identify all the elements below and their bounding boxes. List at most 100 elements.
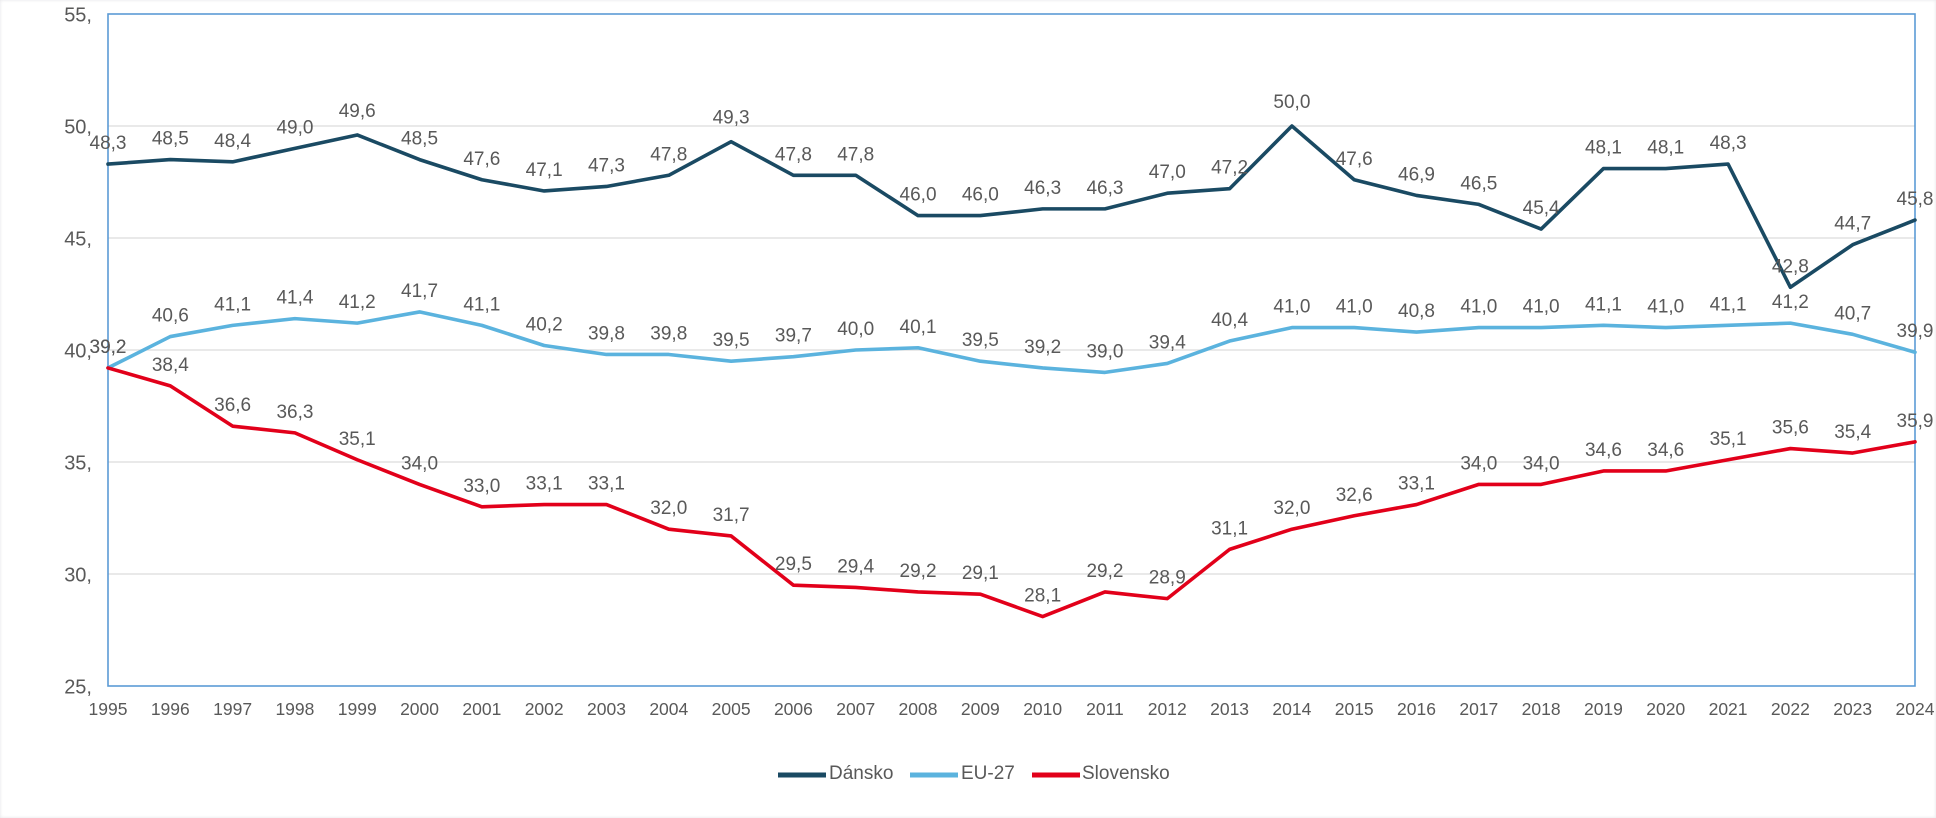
svg-text:2000: 2000: [400, 699, 439, 719]
svg-text:2017: 2017: [1459, 699, 1498, 719]
svg-text:40,1: 40,1: [900, 317, 937, 338]
svg-text:39,8: 39,8: [588, 323, 625, 344]
svg-text:41,0: 41,0: [1460, 297, 1497, 318]
svg-text:48,4: 48,4: [214, 131, 251, 152]
svg-text:2009: 2009: [961, 699, 1000, 719]
svg-text:36,3: 36,3: [276, 402, 313, 423]
svg-text:47,3: 47,3: [588, 155, 625, 176]
svg-text:39,0: 39,0: [1086, 341, 1123, 362]
svg-text:2015: 2015: [1335, 699, 1374, 719]
svg-text:39,9: 39,9: [1897, 321, 1934, 342]
svg-text:42,8: 42,8: [1772, 256, 1809, 277]
svg-text:2021: 2021: [1709, 699, 1748, 719]
svg-text:30,: 30,: [64, 565, 92, 587]
svg-text:49,3: 49,3: [713, 108, 750, 129]
svg-text:46,9: 46,9: [1398, 164, 1435, 185]
svg-text:1997: 1997: [213, 699, 252, 719]
svg-text:32,0: 32,0: [650, 498, 687, 519]
svg-text:39,2: 39,2: [90, 337, 127, 358]
svg-text:41,1: 41,1: [1710, 294, 1747, 315]
svg-text:41,2: 41,2: [1772, 292, 1809, 313]
svg-text:2006: 2006: [774, 699, 813, 719]
svg-text:41,0: 41,0: [1273, 297, 1310, 318]
svg-text:47,0: 47,0: [1149, 162, 1186, 183]
svg-text:41,1: 41,1: [1585, 294, 1622, 315]
svg-text:2024: 2024: [1896, 699, 1935, 719]
svg-text:34,0: 34,0: [401, 453, 438, 474]
svg-text:32,0: 32,0: [1273, 498, 1310, 519]
svg-text:36,6: 36,6: [214, 395, 251, 416]
svg-text:39,7: 39,7: [775, 326, 812, 347]
svg-text:47,8: 47,8: [837, 144, 874, 165]
svg-text:39,5: 39,5: [713, 330, 750, 351]
svg-text:1995: 1995: [89, 699, 128, 719]
svg-text:28,9: 28,9: [1149, 568, 1186, 589]
svg-text:41,1: 41,1: [463, 294, 500, 315]
svg-text:40,7: 40,7: [1834, 303, 1871, 324]
svg-text:2014: 2014: [1272, 699, 1311, 719]
svg-text:2007: 2007: [836, 699, 875, 719]
svg-text:33,1: 33,1: [588, 474, 625, 495]
svg-text:32,6: 32,6: [1336, 485, 1373, 506]
svg-text:2008: 2008: [899, 699, 938, 719]
svg-text:1996: 1996: [151, 699, 190, 719]
svg-text:40,4: 40,4: [1211, 310, 1248, 331]
svg-text:33,1: 33,1: [526, 474, 563, 495]
svg-text:41,0: 41,0: [1336, 297, 1373, 318]
svg-text:48,5: 48,5: [152, 129, 189, 150]
svg-text:29,4: 29,4: [837, 556, 874, 577]
svg-text:40,: 40,: [64, 341, 92, 363]
svg-text:47,6: 47,6: [463, 149, 500, 170]
svg-text:34,0: 34,0: [1523, 453, 1560, 474]
svg-text:2003: 2003: [587, 699, 626, 719]
svg-text:48,3: 48,3: [1710, 133, 1747, 154]
svg-text:44,7: 44,7: [1834, 214, 1871, 235]
svg-text:2018: 2018: [1522, 699, 1561, 719]
svg-text:48,1: 48,1: [1585, 138, 1622, 159]
svg-text:2022: 2022: [1771, 699, 1810, 719]
svg-text:45,4: 45,4: [1523, 198, 1560, 219]
svg-text:35,9: 35,9: [1897, 411, 1934, 432]
svg-text:48,1: 48,1: [1647, 138, 1684, 159]
svg-text:34,0: 34,0: [1460, 453, 1497, 474]
svg-text:2012: 2012: [1148, 699, 1187, 719]
svg-text:39,2: 39,2: [1024, 337, 1061, 358]
svg-text:35,6: 35,6: [1772, 418, 1809, 439]
svg-text:48,3: 48,3: [90, 133, 127, 154]
svg-text:46,3: 46,3: [1086, 178, 1123, 199]
svg-text:25,: 25,: [64, 677, 92, 699]
svg-text:35,1: 35,1: [1710, 429, 1747, 450]
svg-text:2016: 2016: [1397, 699, 1436, 719]
svg-text:2005: 2005: [712, 699, 751, 719]
svg-text:2023: 2023: [1833, 699, 1872, 719]
svg-text:1999: 1999: [338, 699, 377, 719]
svg-text:41,0: 41,0: [1523, 297, 1560, 318]
svg-text:40,0: 40,0: [837, 319, 874, 340]
svg-text:45,: 45,: [64, 229, 92, 251]
svg-text:47,8: 47,8: [650, 144, 687, 165]
svg-text:47,2: 47,2: [1211, 158, 1248, 179]
svg-text:33,1: 33,1: [1398, 474, 1435, 495]
svg-text:2004: 2004: [649, 699, 688, 719]
svg-text:47,6: 47,6: [1336, 149, 1373, 170]
svg-text:47,8: 47,8: [775, 144, 812, 165]
svg-text:2010: 2010: [1023, 699, 1062, 719]
svg-text:45,8: 45,8: [1897, 189, 1934, 210]
svg-text:46,3: 46,3: [1024, 178, 1061, 199]
svg-text:31,1: 31,1: [1211, 518, 1248, 539]
svg-text:29,2: 29,2: [1086, 561, 1123, 582]
svg-text:35,: 35,: [64, 453, 92, 475]
svg-text:29,2: 29,2: [900, 561, 937, 582]
svg-text:2019: 2019: [1584, 699, 1623, 719]
svg-text:31,7: 31,7: [713, 505, 750, 526]
svg-text:39,8: 39,8: [650, 323, 687, 344]
svg-text:2001: 2001: [462, 699, 501, 719]
svg-text:49,6: 49,6: [339, 101, 376, 122]
svg-text:41,1: 41,1: [214, 294, 251, 315]
svg-text:2011: 2011: [1086, 699, 1124, 719]
svg-text:41,0: 41,0: [1647, 297, 1684, 318]
svg-text:40,6: 40,6: [152, 306, 189, 327]
svg-text:49,0: 49,0: [276, 117, 313, 138]
svg-text:41,7: 41,7: [401, 281, 438, 302]
svg-text:50,0: 50,0: [1273, 92, 1310, 113]
